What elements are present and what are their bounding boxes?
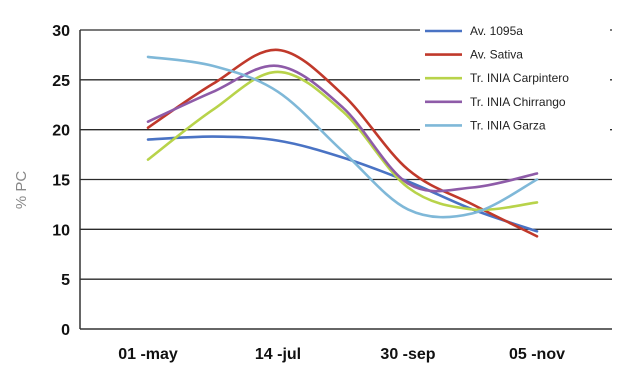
x-axis-ticks: 01 -may 14 -jul 30 -sep 05 -nov: [118, 346, 565, 363]
series-lines: [146, 48, 539, 238]
y-tick-label: 30: [52, 23, 70, 40]
grid-lines: [80, 29, 612, 280]
y-tick-label: 15: [52, 173, 70, 190]
legend-label: Tr. INIA Chirrango: [470, 95, 566, 109]
x-tick-label: 05 -nov: [509, 346, 565, 363]
y-tick-label: 5: [61, 272, 70, 289]
legend-background: [420, 22, 610, 142]
series-line-tr-inia-carpintero: [146, 70, 539, 212]
y-axis-ticks: 0 5 10 15 20 25 30: [52, 23, 70, 339]
legend-label: Tr. INIA Garza: [470, 118, 546, 132]
y-tick-label: 20: [52, 123, 70, 140]
x-tick-label: 30 -sep: [380, 346, 435, 363]
x-tick-label: 01 -may: [118, 346, 178, 363]
y-tick-label: 0: [61, 322, 70, 339]
y-tick-label: 25: [52, 73, 70, 90]
series-line-tr-inia-garza: [146, 55, 539, 219]
x-tick-label: 14 -jul: [255, 346, 301, 363]
y-axis-label: % PC: [13, 171, 30, 210]
y-tick-label: 10: [52, 222, 70, 239]
legend-label: Tr. INIA Carpintero: [470, 71, 569, 85]
series-line-av-sativa: [146, 48, 539, 238]
legend-label: Av. Sativa: [470, 48, 523, 62]
series-line-tr-inia-chirrango: [146, 64, 539, 193]
legend-label: Av. 1095a: [470, 24, 523, 38]
legend: Av. 1095a Av. Sativa Tr. INIA Carpintero Tr…: [420, 22, 610, 142]
